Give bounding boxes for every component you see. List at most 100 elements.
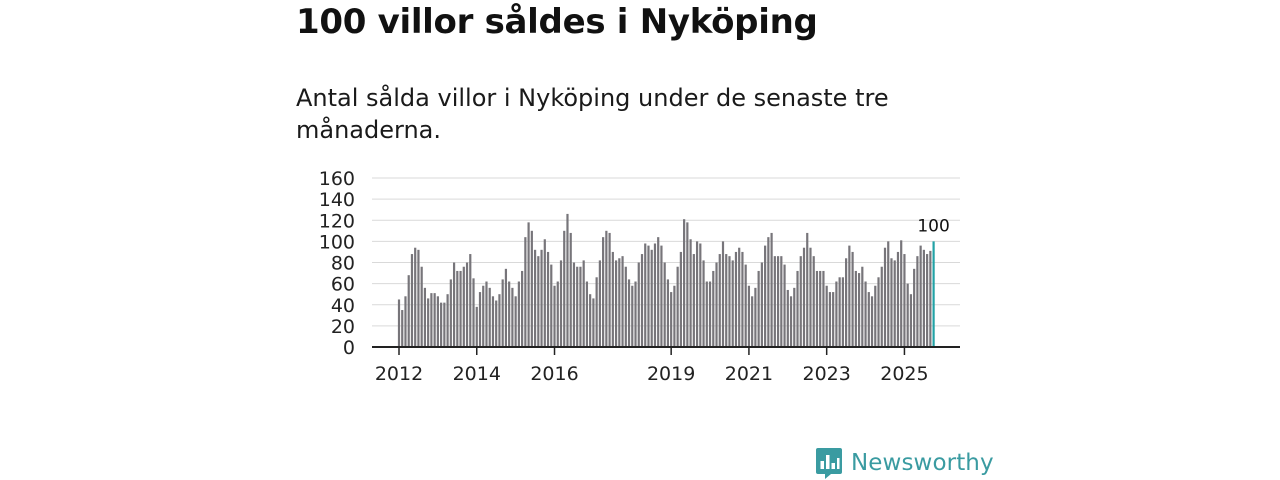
bar <box>433 293 436 347</box>
bar <box>841 277 844 347</box>
bar <box>738 247 741 347</box>
bar <box>832 292 835 347</box>
bar <box>663 262 666 347</box>
bar <box>718 254 721 347</box>
bar <box>812 256 815 347</box>
x-tick-label: 2021 <box>725 363 773 385</box>
bar <box>579 266 582 347</box>
bar <box>845 258 848 347</box>
bar <box>900 240 903 347</box>
bar <box>676 266 679 347</box>
y-tick-label: 160 <box>319 168 355 190</box>
bar <box>446 294 449 347</box>
bar <box>543 239 546 347</box>
bar <box>527 222 530 347</box>
bar <box>916 256 919 347</box>
bar <box>822 270 825 347</box>
bar <box>611 251 614 347</box>
bar <box>670 292 673 347</box>
bar <box>699 243 702 347</box>
bar <box>867 292 870 347</box>
bar <box>404 296 407 347</box>
bar <box>514 296 517 347</box>
bar <box>861 266 864 347</box>
bar <box>783 264 786 347</box>
bar <box>809 247 812 347</box>
bar <box>427 298 430 347</box>
bar <box>835 281 838 347</box>
y-tick-label: 60 <box>331 274 355 296</box>
bar <box>757 270 760 347</box>
x-tick-label: 2019 <box>647 363 695 385</box>
bar <box>440 302 443 347</box>
bar <box>786 289 789 347</box>
bar <box>614 260 618 347</box>
bar <box>660 245 663 347</box>
bar <box>666 279 670 347</box>
bar <box>679 251 682 347</box>
bar <box>410 254 414 347</box>
bar <box>443 302 446 347</box>
bar <box>475 306 478 347</box>
bar <box>452 262 456 347</box>
bar <box>741 251 744 347</box>
bar <box>819 270 822 347</box>
bar <box>653 243 657 347</box>
bar <box>582 260 585 347</box>
bar <box>887 241 890 348</box>
bar <box>689 239 692 347</box>
bar <box>605 230 608 347</box>
bar <box>517 281 520 347</box>
bar <box>559 260 563 347</box>
bar <box>806 232 809 347</box>
bar <box>702 260 705 347</box>
bar <box>572 262 576 347</box>
bar <box>893 260 896 347</box>
bar <box>657 237 660 347</box>
bar <box>482 285 485 347</box>
bar <box>760 262 763 347</box>
bar <box>896 251 900 347</box>
bar <box>857 273 861 347</box>
bar <box>462 266 465 347</box>
highlight-bar <box>932 241 935 348</box>
bar <box>637 262 640 347</box>
bar <box>764 245 767 347</box>
y-tick-label: 100 <box>319 231 355 253</box>
bar <box>767 237 770 347</box>
bar <box>524 237 527 347</box>
bar <box>501 279 504 347</box>
bar <box>793 287 796 347</box>
bar <box>449 279 452 347</box>
bar <box>673 285 676 347</box>
bar <box>796 270 799 347</box>
bar <box>602 237 605 347</box>
bar <box>712 270 715 347</box>
bar <box>683 219 686 347</box>
bar <box>508 281 511 347</box>
highlight-value-label: 100 <box>917 216 949 236</box>
bar <box>815 270 819 347</box>
bar <box>903 254 906 347</box>
bar <box>459 270 462 347</box>
bar <box>595 277 598 347</box>
bar <box>789 296 793 347</box>
bar <box>423 287 427 347</box>
bar <box>491 296 495 347</box>
bar <box>799 256 802 347</box>
bar <box>589 294 592 347</box>
bar <box>540 249 543 347</box>
bar <box>922 249 925 347</box>
x-tick-label: 2012 <box>375 363 423 385</box>
bar <box>731 260 734 347</box>
bar <box>708 281 712 347</box>
y-tick-label: 120 <box>319 210 355 232</box>
bar <box>414 247 417 347</box>
bar <box>828 292 832 347</box>
bar <box>695 241 699 348</box>
bar <box>825 285 828 347</box>
bar <box>495 300 498 347</box>
bar <box>488 287 491 347</box>
bar <box>537 256 540 347</box>
